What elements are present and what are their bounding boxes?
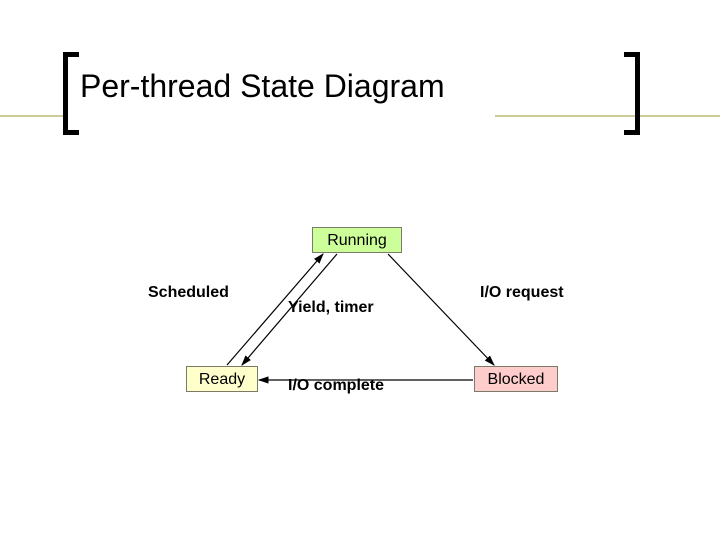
state-blocked: Blocked bbox=[474, 366, 558, 392]
right-bracket-bot bbox=[624, 130, 640, 135]
slide-title: Per-thread State Diagram bbox=[80, 68, 445, 105]
hline-right bbox=[495, 115, 720, 117]
right-bracket-top bbox=[624, 52, 640, 57]
left-bracket-bot bbox=[63, 130, 79, 135]
slide-root: Per-thread State Diagram Running Ready B… bbox=[0, 0, 720, 540]
right-bracket-vertical bbox=[635, 52, 640, 135]
state-running: Running bbox=[312, 227, 402, 253]
left-bracket-top bbox=[63, 52, 79, 57]
left-bracket-vertical bbox=[63, 52, 68, 135]
label-io-request: I/O request bbox=[480, 284, 564, 302]
edges-group bbox=[227, 254, 494, 380]
edge-running-blocked bbox=[388, 254, 494, 365]
label-io-complete: I/O complete bbox=[288, 377, 384, 395]
label-scheduled: Scheduled bbox=[148, 284, 229, 302]
hline-left bbox=[0, 115, 63, 117]
label-yield-timer: Yield, timer bbox=[288, 299, 374, 317]
state-ready: Ready bbox=[186, 366, 258, 392]
